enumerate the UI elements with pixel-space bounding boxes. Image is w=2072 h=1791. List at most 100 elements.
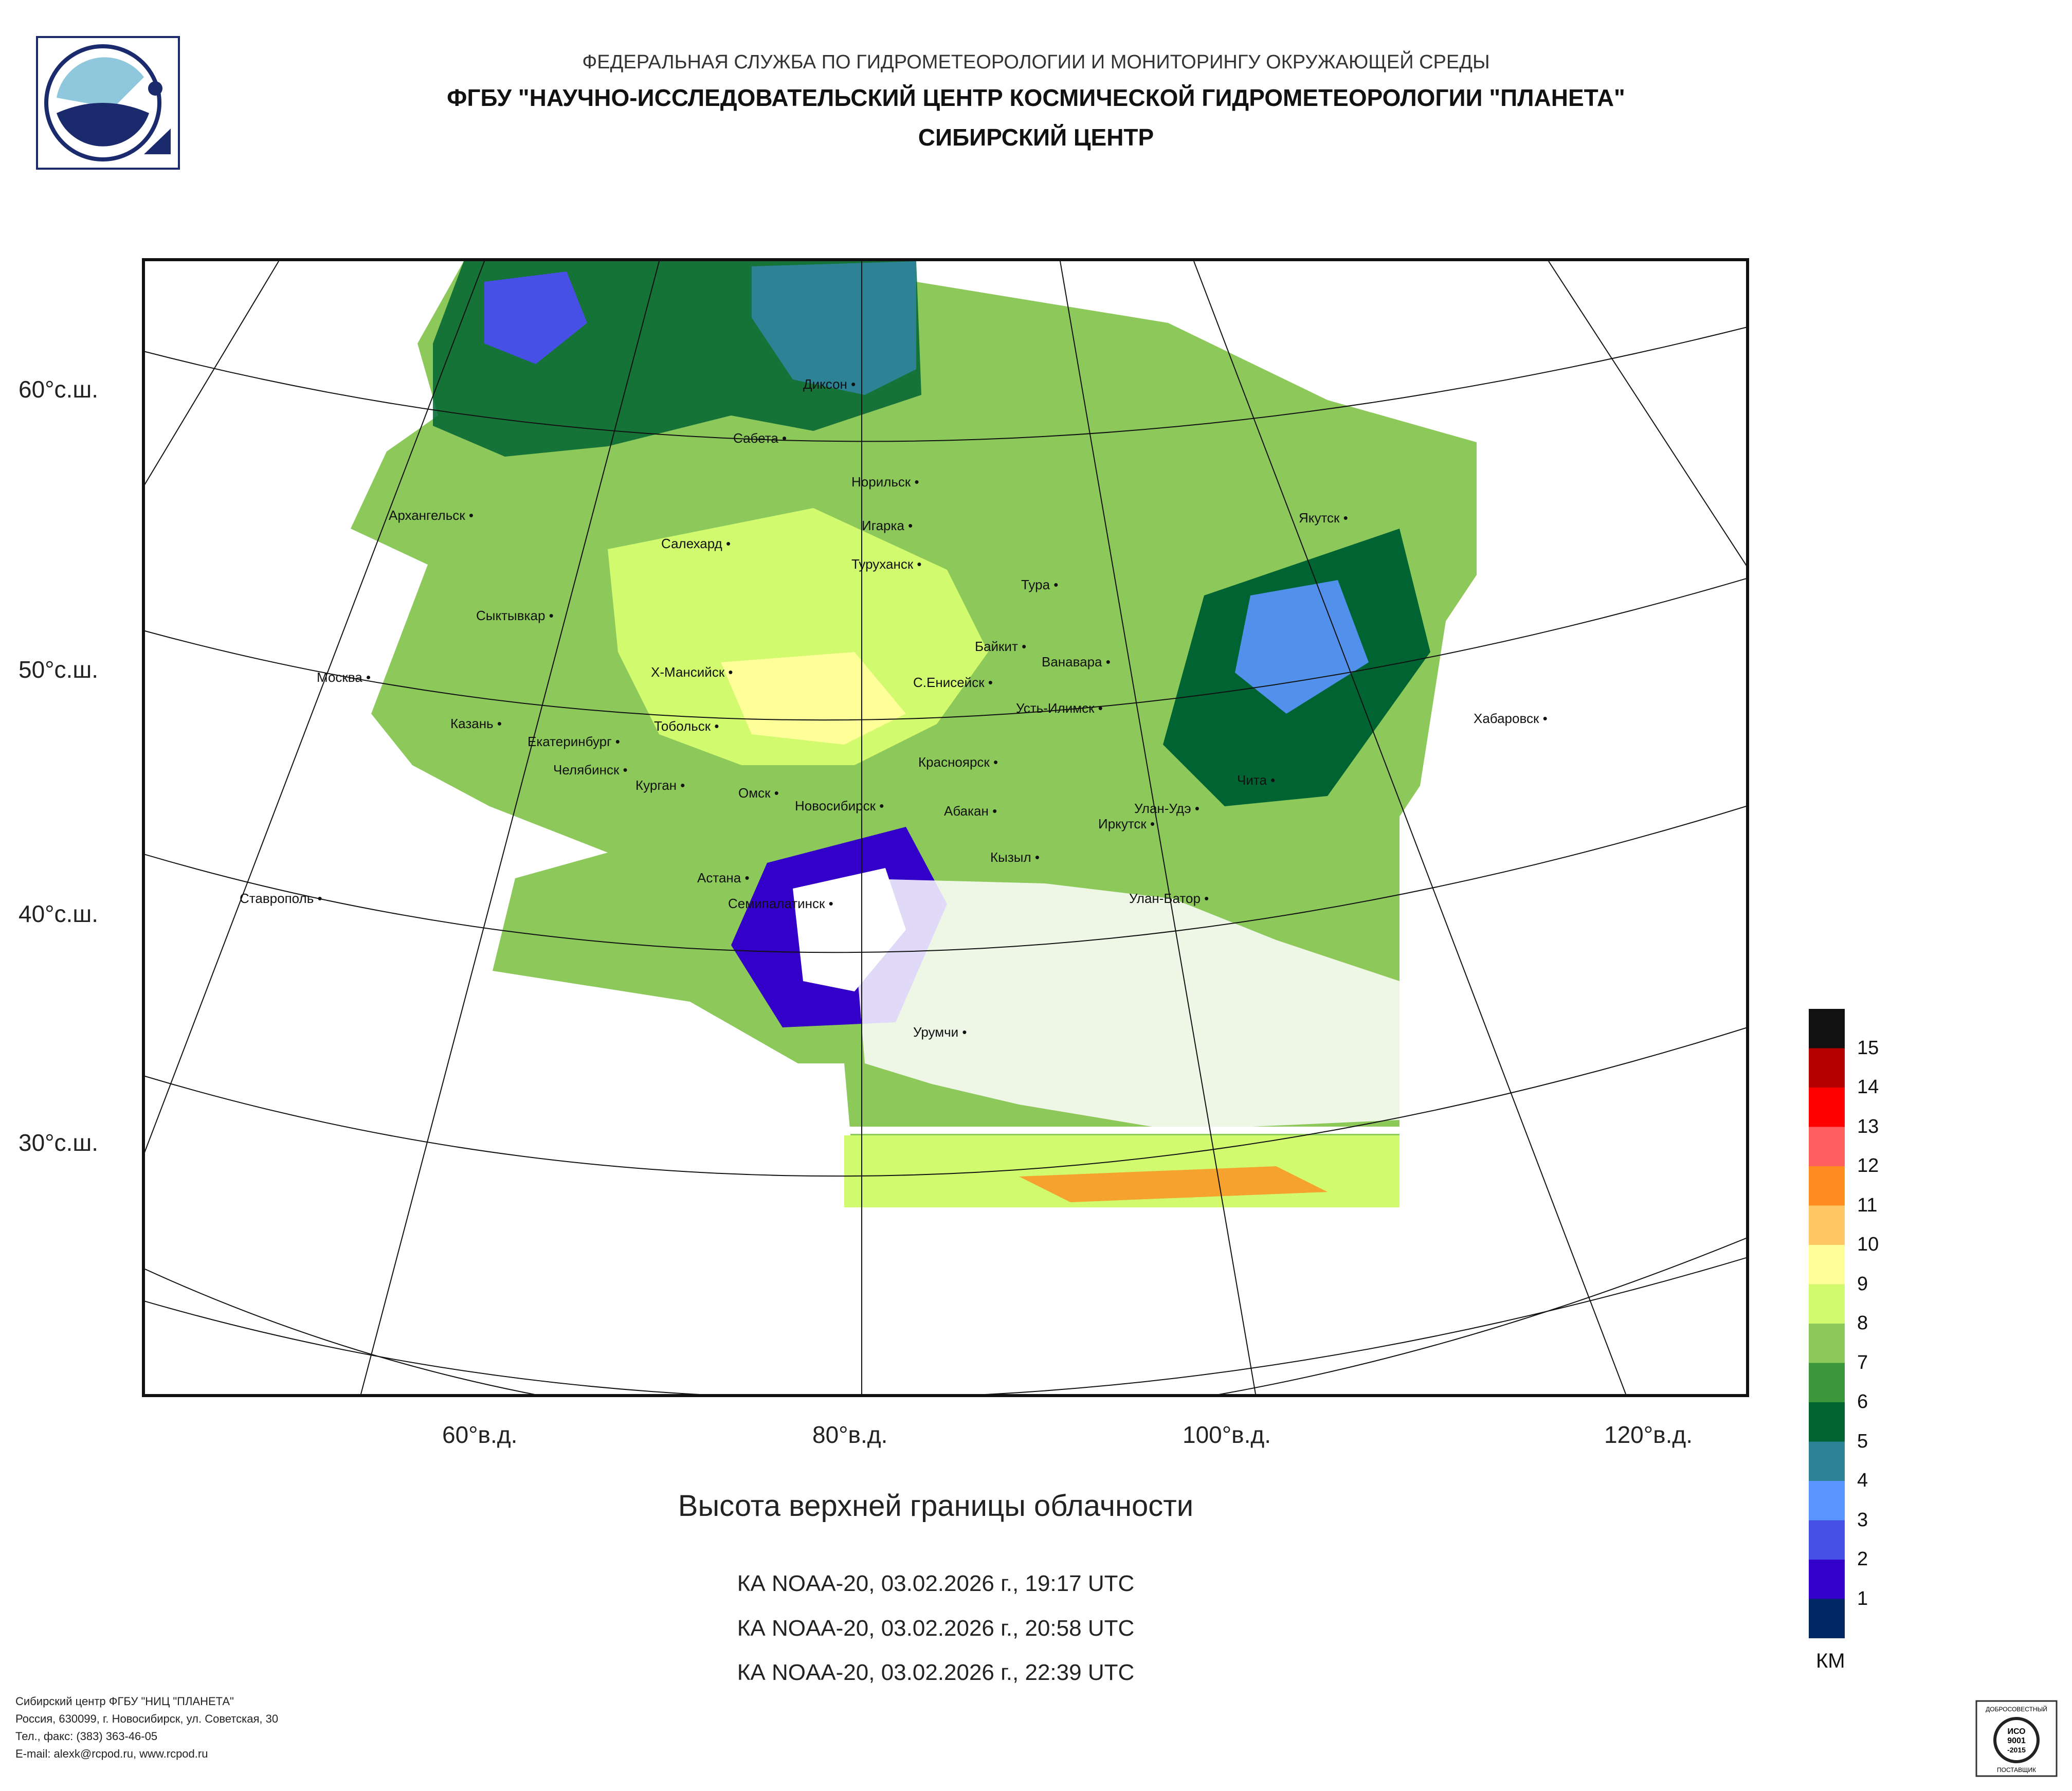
footer-address: Россия, 630099, г. Новосибирск, ул. Сове… (15, 1712, 279, 1725)
footer-org: Сибирский центр ФГБУ "НИЦ "ПЛАНЕТА" (15, 1695, 234, 1708)
cloud-zone-9km (721, 652, 906, 745)
height-legend (1809, 1009, 1845, 1639)
legend-swatch (1809, 1324, 1845, 1363)
legend-swatch (1809, 1009, 1845, 1048)
legend-colorbar (1809, 1009, 1845, 1639)
cert-top: ДОБРОСОВЕСТНЫЙ (1986, 1705, 2047, 1713)
institute-name: ФГБУ "НАУЧНО-ИССЛЕДОВАТЕЛЬСКИЙ ЦЕНТР КОС… (447, 84, 1625, 111)
cert-bottom: ПОСТАВЩИК (1997, 1766, 2036, 1774)
legend-label: 15 (1857, 1037, 1879, 1059)
satellite-pass: КА NOAA-20, 03.02.2026 г., 22:39 UTC (737, 1660, 1135, 1685)
legend-swatch (1809, 1048, 1845, 1088)
city-label: Новосибирск • (795, 798, 884, 813)
city-label: Семипалатинск • (728, 896, 833, 911)
map-canvas (145, 261, 1746, 1394)
cert-mid2: 9001 (2007, 1736, 2026, 1745)
graticule (145, 261, 1746, 1394)
footer-email: E-mail: alexk@rcpod.ru, www.rcpod.ru (15, 1747, 208, 1760)
latitude-label-40: 40°с.ш. (19, 900, 99, 927)
cert-mid1: ИСО (2007, 1727, 2025, 1736)
city-label: Абакан • (944, 803, 997, 819)
city-label: Сыктывкар • (476, 608, 554, 623)
iso-certificate-badge: ДОБРОСОВЕСТНЫЙ ИСО 9001 -2015 ПОСТАВЩИК (1975, 1700, 2058, 1777)
clear-sky-south (849, 878, 1399, 1130)
city-label: Кызыл • (990, 849, 1040, 865)
latitude-label-50: 50°с.ш. (19, 656, 99, 683)
organization-logo (36, 36, 180, 170)
legend-label: 9 (1857, 1273, 1868, 1295)
city-label: С.Енисейск • (913, 675, 993, 690)
city-label: Улан-Батор • (1129, 891, 1209, 906)
legend-label: 2 (1857, 1548, 1868, 1570)
city-label: Красноярск • (918, 754, 998, 770)
legend-swatch (1809, 1127, 1845, 1167)
cert-mid3: -2015 (2007, 1746, 2026, 1754)
city-label: Астана • (697, 870, 750, 885)
legend-swatch (1809, 1245, 1845, 1285)
city-label: Челябинск • (553, 762, 628, 777)
city-label: Екатеринбург • (528, 734, 620, 749)
city-label: Ванавара • (1042, 654, 1111, 670)
legend-label: 3 (1857, 1509, 1868, 1531)
data-gap (844, 1127, 1399, 1134)
city-label: Салехард • (661, 536, 731, 551)
legend-swatch (1809, 1441, 1845, 1481)
city-label: Курган • (635, 777, 685, 793)
legend-swatch (1809, 1481, 1845, 1521)
city-label: Туруханск • (851, 556, 922, 572)
city-label: Улан-Удэ • (1134, 801, 1199, 816)
agency-name: ФЕДЕРАЛЬНАЯ СЛУЖБА ПО ГИДРОМЕТЕОРОЛОГИИ … (582, 51, 1490, 73)
city-label: Якутск • (1299, 510, 1348, 526)
cloud-zone-2km (484, 272, 587, 364)
legend-swatch (1809, 1560, 1845, 1599)
legend-label: 6 (1857, 1391, 1868, 1413)
city-label: Тура • (1021, 577, 1059, 592)
legend-swatch (1809, 1402, 1845, 1442)
satellite-pass: КА NOAA-20, 03.02.2026 г., 20:58 UTC (737, 1616, 1135, 1641)
latitude-label-30: 30°с.ш. (19, 1129, 99, 1156)
city-label: Москва • (317, 670, 371, 685)
legend-swatch (1809, 1599, 1845, 1639)
city-label: Казань • (450, 716, 502, 731)
legend-swatch (1809, 1363, 1845, 1403)
city-label: Диксон • (803, 376, 856, 392)
legend-swatch (1809, 1520, 1845, 1560)
legend-label: 13 (1857, 1115, 1879, 1137)
city-label: Чита • (1237, 772, 1276, 788)
legend-label: 5 (1857, 1430, 1868, 1452)
city-label: Норильск • (851, 474, 919, 490)
longitude-label-80: 80°в.д. (812, 1421, 888, 1448)
city-label: Игарка • (862, 518, 913, 533)
longitude-label-100: 100°в.д. (1183, 1421, 1271, 1448)
legend-label: 12 (1857, 1155, 1879, 1177)
footer-phone: Тел., факс: (383) 363-46-05 (15, 1730, 158, 1743)
legend-label: 1 (1857, 1587, 1868, 1609)
legend-swatch (1809, 1284, 1845, 1324)
legend-label: 10 (1857, 1234, 1879, 1255)
city-label: Иркутск • (1098, 816, 1155, 831)
city-label: Х-Мансийск • (651, 664, 733, 680)
cloud-top-height-map (142, 258, 1749, 1397)
city-label: Сабета • (733, 430, 787, 446)
map-title: Высота верхней границы облачности (678, 1489, 1194, 1523)
city-label: Ставрополь • (240, 891, 322, 906)
city-label: Урумчи • (913, 1024, 967, 1040)
latitude-label-60: 60°с.ш. (19, 376, 99, 403)
city-label: Байкит • (975, 639, 1027, 654)
city-label: Тобольск • (654, 718, 719, 734)
legend-label: 7 (1857, 1351, 1868, 1373)
cloud-zone-3km-east (1235, 580, 1369, 714)
legend-label: 14 (1857, 1076, 1879, 1098)
city-label: Хабаровск • (1474, 711, 1548, 726)
center-name: СИБИРСКИЙ ЦЕНТР (918, 124, 1154, 151)
legend-swatch (1809, 1088, 1845, 1127)
legend-label: 8 (1857, 1312, 1868, 1334)
legend-label: 4 (1857, 1470, 1868, 1491)
cloud-zone-4km (752, 261, 916, 395)
city-label: Архангельск • (389, 508, 474, 523)
city-label: Омск • (738, 785, 779, 801)
city-layer: Диксон • Сабета • Норильск • Архангельск… (142, 258, 1749, 1397)
legend-swatch (1809, 1205, 1845, 1245)
longitude-label-120: 120°в.д. (1604, 1421, 1693, 1448)
city-label: Усть-Илимск • (1016, 700, 1103, 716)
